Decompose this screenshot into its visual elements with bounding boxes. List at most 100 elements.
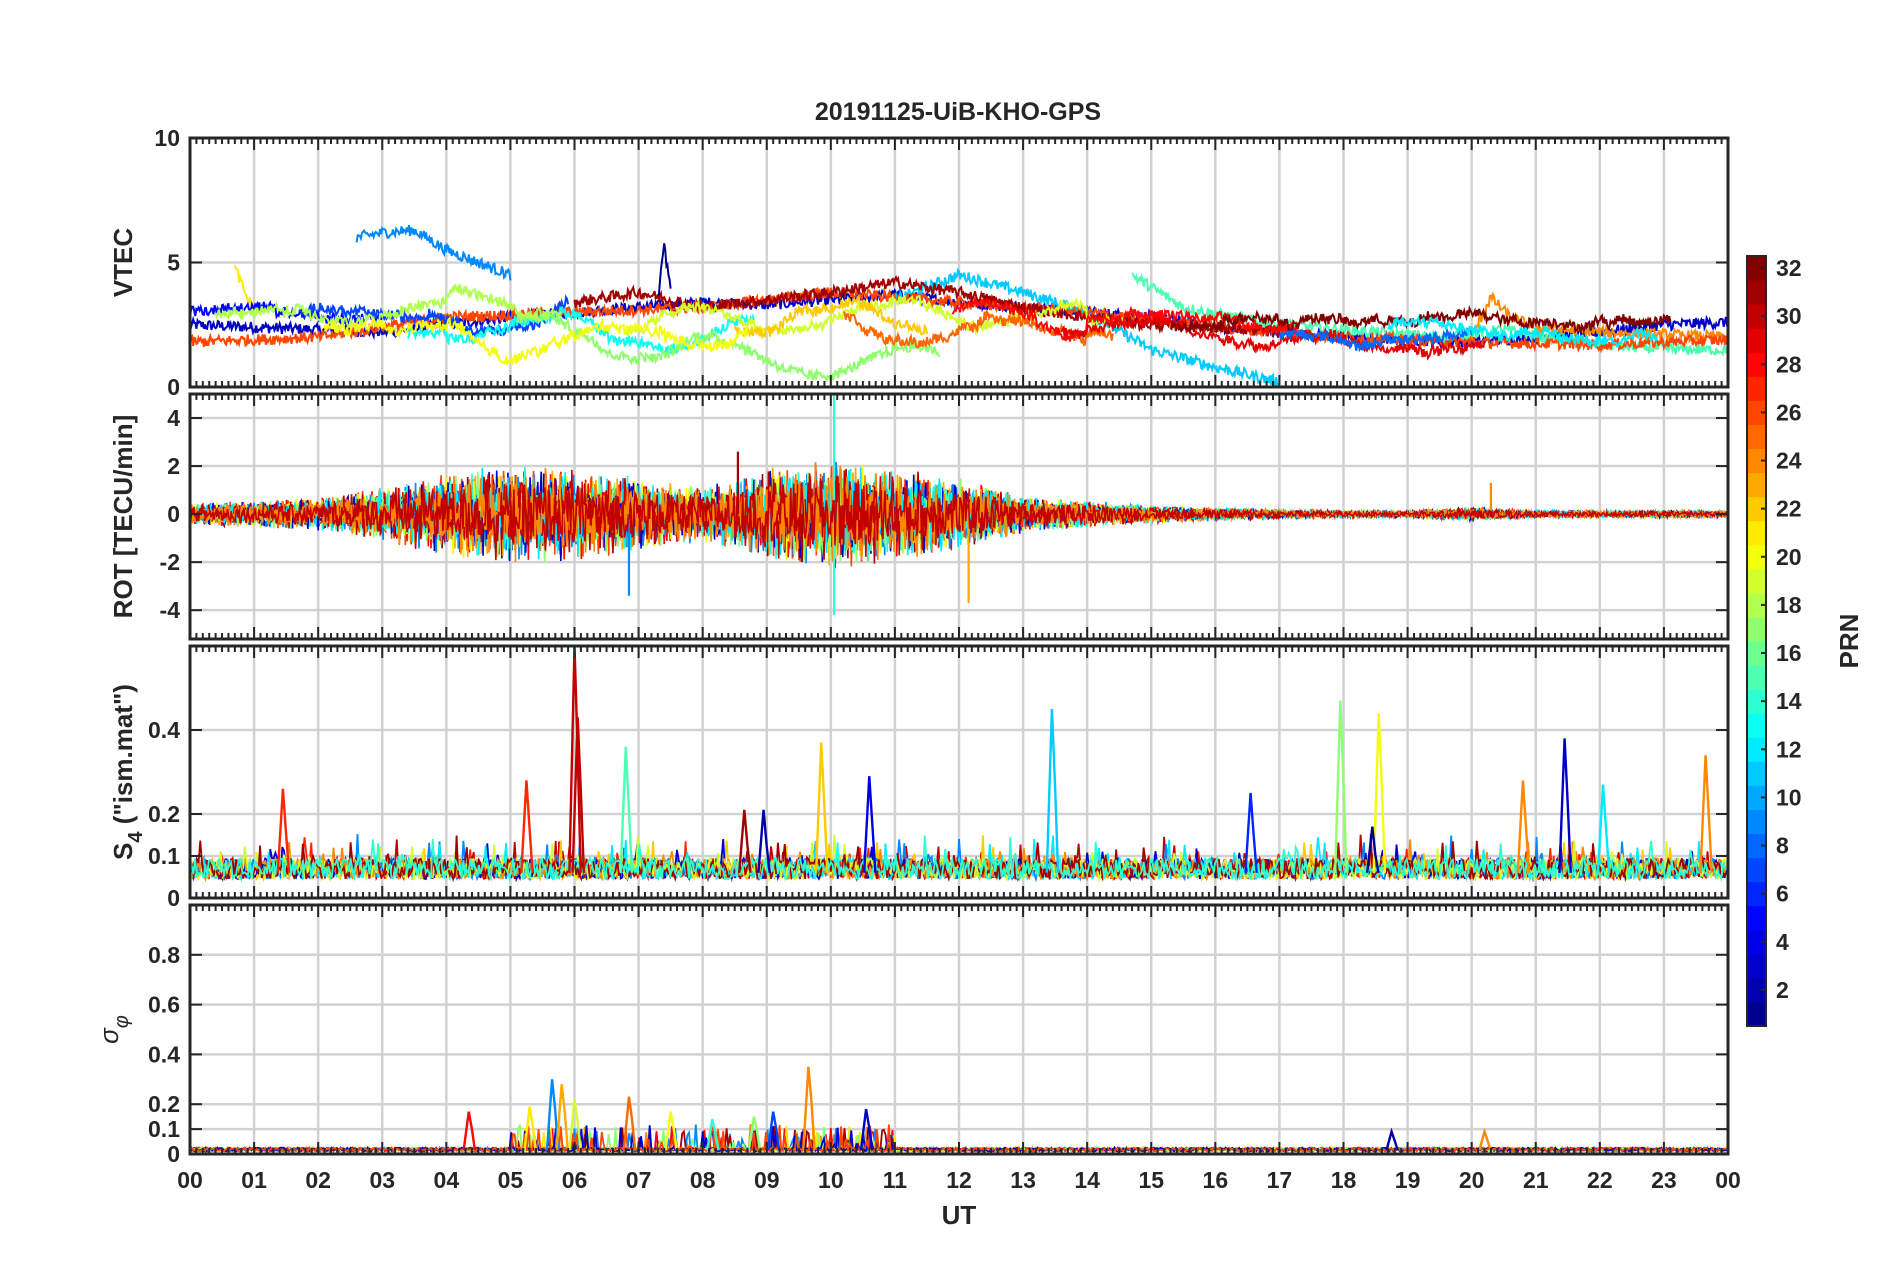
data-point xyxy=(1596,784,1611,873)
colorbar-frame xyxy=(1746,255,1767,1027)
x-tick-label: 19 xyxy=(1395,1167,1421,1193)
colorbar-swatch xyxy=(1747,905,1766,931)
x-tick-label: 22 xyxy=(1587,1167,1613,1193)
series-line xyxy=(190,480,1728,547)
series-line xyxy=(624,293,1127,338)
colorbar-swatch xyxy=(1747,472,1766,498)
colorbar-swatch xyxy=(1747,665,1766,690)
y-tick-label: 0 xyxy=(167,885,180,911)
x-tick-label: 23 xyxy=(1651,1167,1677,1193)
colorbar-tick-label: 16 xyxy=(1776,640,1802,666)
x-tick-label: 17 xyxy=(1267,1167,1293,1193)
colorbar-swatch xyxy=(1747,929,1766,955)
colorbar-label: PRN xyxy=(1834,614,1864,669)
series-line xyxy=(214,283,562,330)
data-point xyxy=(1558,738,1572,873)
colorbar-swatch xyxy=(1747,592,1766,618)
series-line xyxy=(355,224,512,281)
y-axis-label-sub: 4 xyxy=(125,831,147,843)
data-layer xyxy=(190,394,1728,615)
x-tick-label: 00 xyxy=(177,1167,203,1193)
data-point xyxy=(802,1066,816,1151)
series-line xyxy=(233,264,262,315)
colorbar-tick-label: 30 xyxy=(1776,303,1802,329)
data-point xyxy=(1478,1127,1492,1151)
x-tick-label: 11 xyxy=(883,1167,908,1193)
x-tick-label: 18 xyxy=(1331,1167,1357,1193)
colorbar-swatch xyxy=(1747,857,1766,883)
y-tick-label: 0.1 xyxy=(148,843,180,869)
series-line xyxy=(573,274,1281,338)
series-line xyxy=(1387,314,1659,350)
colorbar-swatch xyxy=(1747,785,1766,810)
x-tick-label: 01 xyxy=(241,1167,267,1193)
colorbar-swatch xyxy=(1747,256,1766,281)
x-tick-label: 02 xyxy=(305,1167,331,1193)
data-point xyxy=(1045,708,1060,873)
series-line xyxy=(1060,315,1486,361)
colorbar-tick-label: 6 xyxy=(1776,881,1789,907)
y-axis-label: ROT [TECU/min] xyxy=(108,415,138,619)
series-line xyxy=(1169,304,1672,335)
colorbar-swatch xyxy=(1747,496,1766,522)
colorbar-swatch xyxy=(1747,833,1766,859)
data-point xyxy=(757,809,771,873)
colorbar-tick-label: 26 xyxy=(1776,399,1802,425)
x-tick-label: 09 xyxy=(754,1167,780,1193)
x-tick-label: 15 xyxy=(1138,1167,1164,1193)
data-point xyxy=(555,1084,570,1151)
colorbar-tick-label: 10 xyxy=(1776,784,1802,810)
data-point xyxy=(619,746,634,873)
colorbar-swatch xyxy=(1747,448,1766,474)
colorbar-swatch xyxy=(1747,641,1766,666)
colorbar-tick-label: 2 xyxy=(1776,977,1789,1003)
panel-2: -4 -2 0 2 4 ROT [TECU/min] xyxy=(108,392,1730,641)
data-point xyxy=(276,788,291,873)
x-tick-label: 14 xyxy=(1074,1167,1100,1193)
colorbar-tick-label: 24 xyxy=(1776,448,1802,474)
colorbar-swatch xyxy=(1747,977,1766,1003)
colorbar-swatch xyxy=(1747,352,1766,377)
series-line xyxy=(190,835,1728,883)
colorbar-swatch xyxy=(1747,809,1766,834)
x-tick-label: 06 xyxy=(562,1167,588,1193)
data-point xyxy=(705,1118,720,1151)
data-point xyxy=(862,776,877,873)
data-layer xyxy=(190,224,1728,387)
y-tick-label: -2 xyxy=(160,549,180,575)
y-axis-label: S4 ("ism.mat") xyxy=(108,684,147,860)
data-point xyxy=(462,1111,477,1151)
data-point xyxy=(859,1108,874,1151)
minor-ticks xyxy=(189,394,1729,639)
colorbar-tick-label: 32 xyxy=(1776,255,1802,281)
colorbar-swatch xyxy=(1747,881,1766,907)
colorbar-swatch xyxy=(1747,737,1766,762)
data-point xyxy=(1333,700,1348,873)
y-tick-label: 0 xyxy=(167,374,180,400)
colorbar-tick-label: 20 xyxy=(1776,544,1802,570)
data-point xyxy=(1366,826,1380,874)
colorbar-swatch xyxy=(1747,953,1766,979)
y-axis-label: σφ xyxy=(94,1015,133,1044)
colorbar-tick-label: 4 xyxy=(1776,929,1789,955)
y-axis-label-rest: ("ism.mat") xyxy=(108,684,138,831)
y-axis-label-main: σ xyxy=(94,1027,124,1044)
colorbar-swatch xyxy=(1747,400,1766,425)
colorbar-swatch xyxy=(1747,616,1766,642)
data-point xyxy=(766,1111,781,1151)
y-tick-label: -4 xyxy=(160,597,181,623)
data-point xyxy=(568,1099,582,1151)
panel-1: 0 5 10 VTEC xyxy=(108,125,1730,400)
colorbar-swatch xyxy=(1747,689,1766,714)
y-tick-label: 4 xyxy=(167,405,180,431)
colorbar-tick-label: 18 xyxy=(1776,592,1802,618)
y-tick-label: 0.4 xyxy=(148,717,180,743)
colorbar-tick-label: 8 xyxy=(1776,833,1789,859)
x-tick-label: 12 xyxy=(946,1167,972,1193)
y-tick-label: 0.6 xyxy=(148,992,180,1018)
data-point xyxy=(747,1116,762,1151)
x-tick-label: 03 xyxy=(369,1167,395,1193)
colorbar-swatch xyxy=(1747,713,1766,738)
